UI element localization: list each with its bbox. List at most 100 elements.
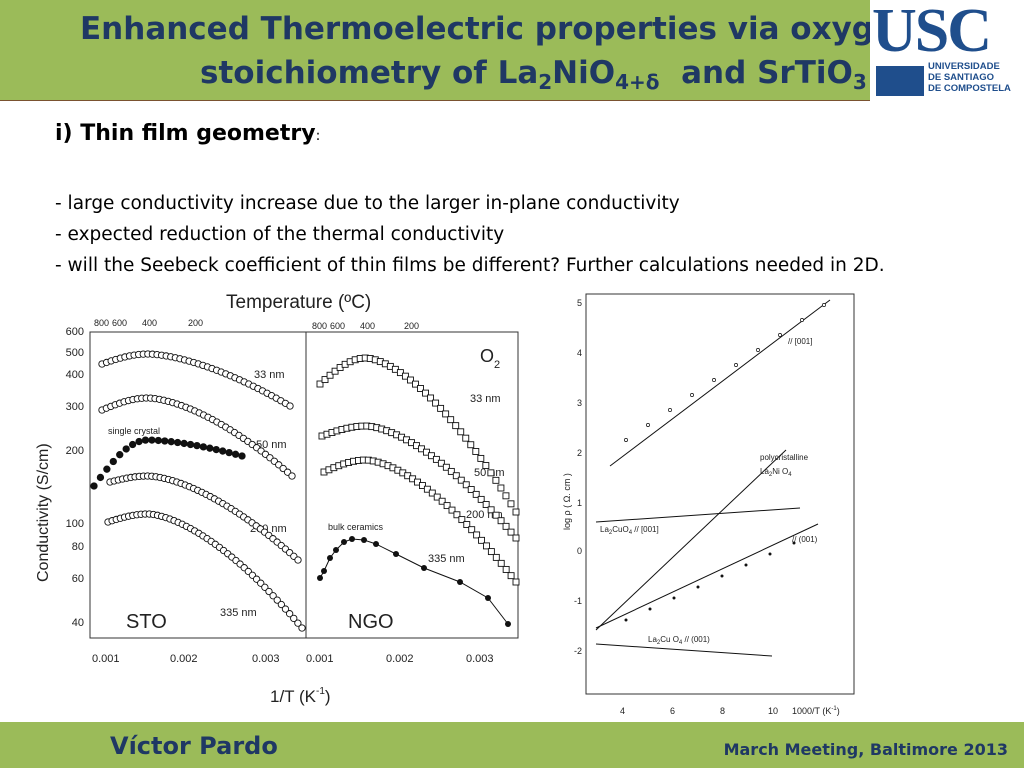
curve-label: 335 nm xyxy=(220,607,257,619)
data-marker xyxy=(478,536,485,544)
data-marker xyxy=(422,389,429,397)
data-marker xyxy=(116,451,124,459)
fit-line xyxy=(609,299,831,467)
data-marker xyxy=(497,559,505,567)
data-marker xyxy=(472,490,480,498)
title-line-1: Enhanced Thermoelectric properties via o… xyxy=(80,11,918,47)
top-tick: 400 xyxy=(142,318,157,328)
data-marker xyxy=(103,465,111,473)
data-marker xyxy=(167,438,175,446)
y-tick: 60 xyxy=(72,573,84,585)
data-marker xyxy=(401,372,409,380)
panel-label-ngo: NGO xyxy=(348,611,394,633)
x-tick: 10 xyxy=(768,706,778,716)
data-marker xyxy=(349,536,355,542)
data-marker xyxy=(502,522,510,530)
data-marker xyxy=(768,552,772,556)
usc-logo: USC UNIVERSIDADE DE SANTIAGO DE COMPOSTE… xyxy=(870,0,1024,101)
bullet-item: - large conductivity increase due to the… xyxy=(55,193,680,214)
data-marker xyxy=(505,621,511,627)
conductivity-figure: Temperature (ºC) 800 600 400 200 800 600… xyxy=(30,286,530,714)
data-marker xyxy=(432,455,440,463)
data-marker xyxy=(452,472,460,480)
data-marker xyxy=(437,459,445,467)
data-marker xyxy=(286,402,294,410)
data-marker xyxy=(744,563,748,567)
x-tick: 0.003 xyxy=(466,653,494,665)
curve-label: 33 nm xyxy=(254,369,285,381)
logo-caption: UNIVERSIDADE DE SANTIAGO DE COMPOSTELA xyxy=(928,61,1011,94)
x-axis-label: 1/T (K-1) xyxy=(270,686,331,706)
data-marker xyxy=(423,448,430,456)
data-marker xyxy=(453,511,461,519)
y-tick: -2 xyxy=(574,646,582,656)
data-marker xyxy=(265,587,273,596)
data-marker xyxy=(485,595,491,601)
y-axis-label: Conductivity (S/cm) xyxy=(35,443,52,582)
data-marker xyxy=(109,457,117,466)
panel-label-sto: STO xyxy=(126,611,167,633)
x-tick: 0.002 xyxy=(386,653,414,665)
resistivity-lines xyxy=(595,299,831,657)
y-tick: 500 xyxy=(66,347,84,359)
data-marker xyxy=(778,333,782,337)
curve-label: 33 nm xyxy=(470,393,501,405)
fit-line xyxy=(595,449,787,631)
data-marker xyxy=(333,547,339,553)
data-marker xyxy=(442,410,450,418)
top-tick: 800 xyxy=(94,318,109,328)
data-marker xyxy=(122,445,130,453)
data-marker xyxy=(321,568,327,574)
data-marker xyxy=(447,467,455,475)
data-marker xyxy=(281,605,290,613)
y-tick: 0 xyxy=(577,546,582,556)
data-marker xyxy=(433,493,441,501)
data-marker xyxy=(458,516,466,524)
section-heading: i) Thin film geometry: xyxy=(55,121,321,146)
data-marker xyxy=(428,489,436,497)
data-marker xyxy=(148,436,156,444)
data-marker xyxy=(672,596,676,600)
data-marker xyxy=(326,371,334,379)
data-marker xyxy=(193,441,201,450)
data-marker xyxy=(135,437,143,446)
data-marker xyxy=(507,500,515,508)
data-marker xyxy=(341,539,347,545)
data-marker xyxy=(497,517,505,525)
data-marker xyxy=(472,448,480,455)
y-tick: 2 xyxy=(577,448,582,458)
data-marker xyxy=(317,575,323,581)
line-label: La2Cu O4 // (001) xyxy=(648,635,710,646)
data-marker xyxy=(421,565,427,571)
top-tick: 400 xyxy=(360,321,375,331)
data-marker xyxy=(206,444,214,452)
data-marker xyxy=(161,437,169,445)
line-label: La2CuO4 // [001] xyxy=(600,525,659,536)
curve-label: 335 nm xyxy=(428,553,465,565)
line-label: La2Ni O4 xyxy=(760,467,792,478)
data-marker xyxy=(219,447,227,455)
data-marker xyxy=(290,614,298,623)
data-marker xyxy=(720,574,724,578)
data-marker xyxy=(473,531,481,539)
resistivity-figure: log ρ ( Ω. cm ) 5 4 3 2 1 0 -1 -2 4 6 8 … xyxy=(556,290,866,718)
line-label: polycristalline xyxy=(760,453,809,462)
data-marker xyxy=(443,502,451,510)
data-marker xyxy=(487,548,495,556)
data-marker xyxy=(492,553,500,561)
footer-meeting: March Meeting, Baltimore 2013 xyxy=(723,740,1008,759)
bullet-item: - expected reduction of the thermal cond… xyxy=(55,224,505,245)
y-tick: 4 xyxy=(577,348,582,358)
y-tick: 80 xyxy=(72,541,84,553)
data-marker xyxy=(298,624,306,632)
data-marker xyxy=(174,438,182,447)
data-marker xyxy=(457,476,465,484)
title-banner xyxy=(0,0,870,101)
data-marker xyxy=(512,578,520,586)
data-marker xyxy=(482,501,490,508)
data-marker xyxy=(141,436,150,444)
data-marker xyxy=(180,439,188,448)
data-marker xyxy=(497,484,505,492)
y-tick: 40 xyxy=(72,617,84,629)
footer-bar: Víctor Pardo March Meeting, Baltimore 20… xyxy=(0,722,1024,768)
